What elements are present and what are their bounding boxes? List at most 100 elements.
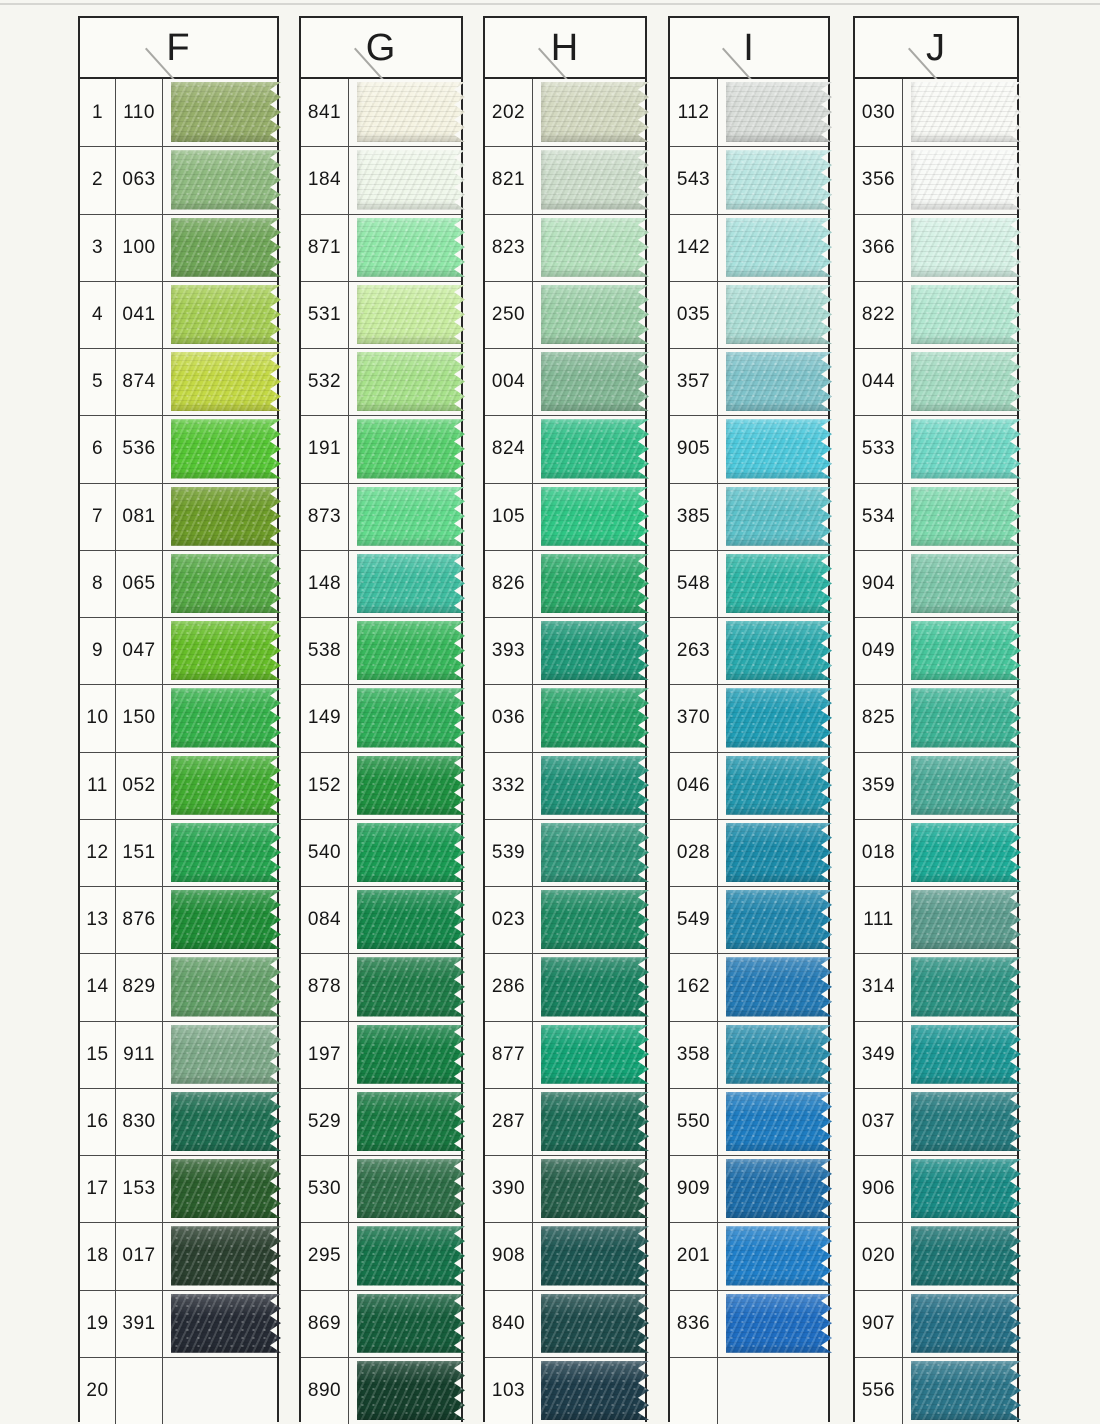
column-letter: J [926,26,946,69]
swatch-zone [163,819,277,886]
swatch-row: 556 [855,1356,1017,1424]
swatch-zone [533,1021,645,1088]
fabric-swatch [357,82,465,142]
fabric-swatch [357,285,465,344]
color-code-cell: 065 [116,550,163,617]
swatch-row: 358 [670,1020,828,1088]
fabric-swatch [911,1361,1021,1420]
swatch-row: 037 [855,1087,1017,1155]
swatch-zone [349,1156,461,1223]
swatch-rows: 841 184 871 531 532 191 87 [301,79,461,1424]
fabric-swatch [726,823,832,882]
swatch-row: 12 151 [80,818,277,886]
color-code-cell: 876 [116,887,163,954]
color-code-cell: 556 [855,1357,903,1424]
swatch-zone [718,483,828,550]
swatch-zone [533,1156,645,1223]
swatch-zone [903,349,1017,416]
color-code-cell: 332 [485,752,533,819]
color-code-cell: 836 [670,1290,718,1357]
row-number-cell: 6 [80,416,116,483]
color-code-cell: 548 [670,550,718,617]
swatch-zone [349,887,461,954]
color-code-cell: 824 [485,416,533,483]
row-number-cell: 13 [80,887,116,954]
fabric-swatch [541,1092,649,1151]
swatch-row: 191 [301,415,461,483]
color-code-cell: 052 [116,752,163,819]
fabric-swatch [171,756,281,815]
color-code-cell: 829 [116,954,163,1021]
swatch-zone [349,349,461,416]
swatch-zone [718,887,828,954]
fabric-swatch [357,487,465,546]
fabric-swatch [541,688,649,747]
color-code-cell: 393 [485,618,533,685]
fabric-swatch [911,621,1021,680]
color-code-cell: 184 [301,147,349,214]
fabric-swatch [171,688,281,747]
fabric-swatch [541,487,649,546]
swatch-zone [349,618,461,685]
swatch-zone [718,1223,828,1290]
swatch-row: 909 [670,1155,828,1223]
swatch-row: 370 [670,684,828,752]
swatch-row: 534 [855,482,1017,550]
swatch-zone [533,550,645,617]
swatch-zone [718,349,828,416]
color-code-cell: 370 [670,685,718,752]
swatch-zone [903,1021,1017,1088]
swatch-row: 111 [855,886,1017,954]
swatch-row: 8 065 [80,549,277,617]
column-group-J: J 030 356 366 822 044 533 [853,16,1021,1424]
swatch-row: 908 [485,1222,645,1290]
swatch-rows: 1 110 2 063 3 100 4 041 5 874 6 536 [80,79,277,1424]
swatch-zone [163,349,277,416]
swatch-zone [903,79,1017,147]
swatch-rows: 112 543 142 035 357 905 38 [670,79,828,1424]
fabric-swatch [911,823,1021,882]
fabric-swatch [171,352,281,411]
color-code-cell: 063 [116,147,163,214]
color-code-cell: 017 [116,1223,163,1290]
swatch-zone [533,147,645,214]
swatch-zone [533,1088,645,1155]
fabric-swatch [171,823,281,882]
swatch-rows: 202 821 823 250 004 824 10 [485,79,645,1424]
swatch-zone [533,819,645,886]
swatch-zone [903,1290,1017,1357]
color-code-cell: 152 [301,752,349,819]
color-code-cell: 874 [116,349,163,416]
swatch-row: 549 [670,886,828,954]
color-code-cell: 349 [855,1021,903,1088]
swatch-row: 532 [301,348,461,416]
swatch-zone [163,1290,277,1357]
color-code-cell: 358 [670,1021,718,1088]
swatch-row: 152 [301,751,461,819]
swatch-row: 263 [670,617,828,685]
fabric-swatch [541,150,649,209]
swatch-zone [163,79,277,147]
color-code-cell: 873 [301,483,349,550]
swatch-zone [718,1156,828,1223]
swatch-row: 823 [485,213,645,281]
color-code-cell: 049 [855,618,903,685]
swatch-row: 035 [670,280,828,348]
color-code-cell: 287 [485,1088,533,1155]
swatch-zone [903,954,1017,1021]
color-code-cell: 908 [485,1223,533,1290]
fabric-swatch [171,554,281,613]
fabric-swatch [911,1226,1021,1285]
swatch-zone [349,281,461,348]
color-code-cell: 840 [485,1290,533,1357]
fabric-swatch [911,150,1021,209]
swatch-zone [163,147,277,214]
row-number-cell: 9 [80,618,116,685]
swatch-row: 105 [485,482,645,550]
swatch-row: 550 [670,1087,828,1155]
color-code-cell: 041 [116,281,163,348]
swatch-zone [349,752,461,819]
swatch-row: 821 [485,146,645,214]
color-code-cell: 904 [855,550,903,617]
color-code-cell: 539 [485,819,533,886]
